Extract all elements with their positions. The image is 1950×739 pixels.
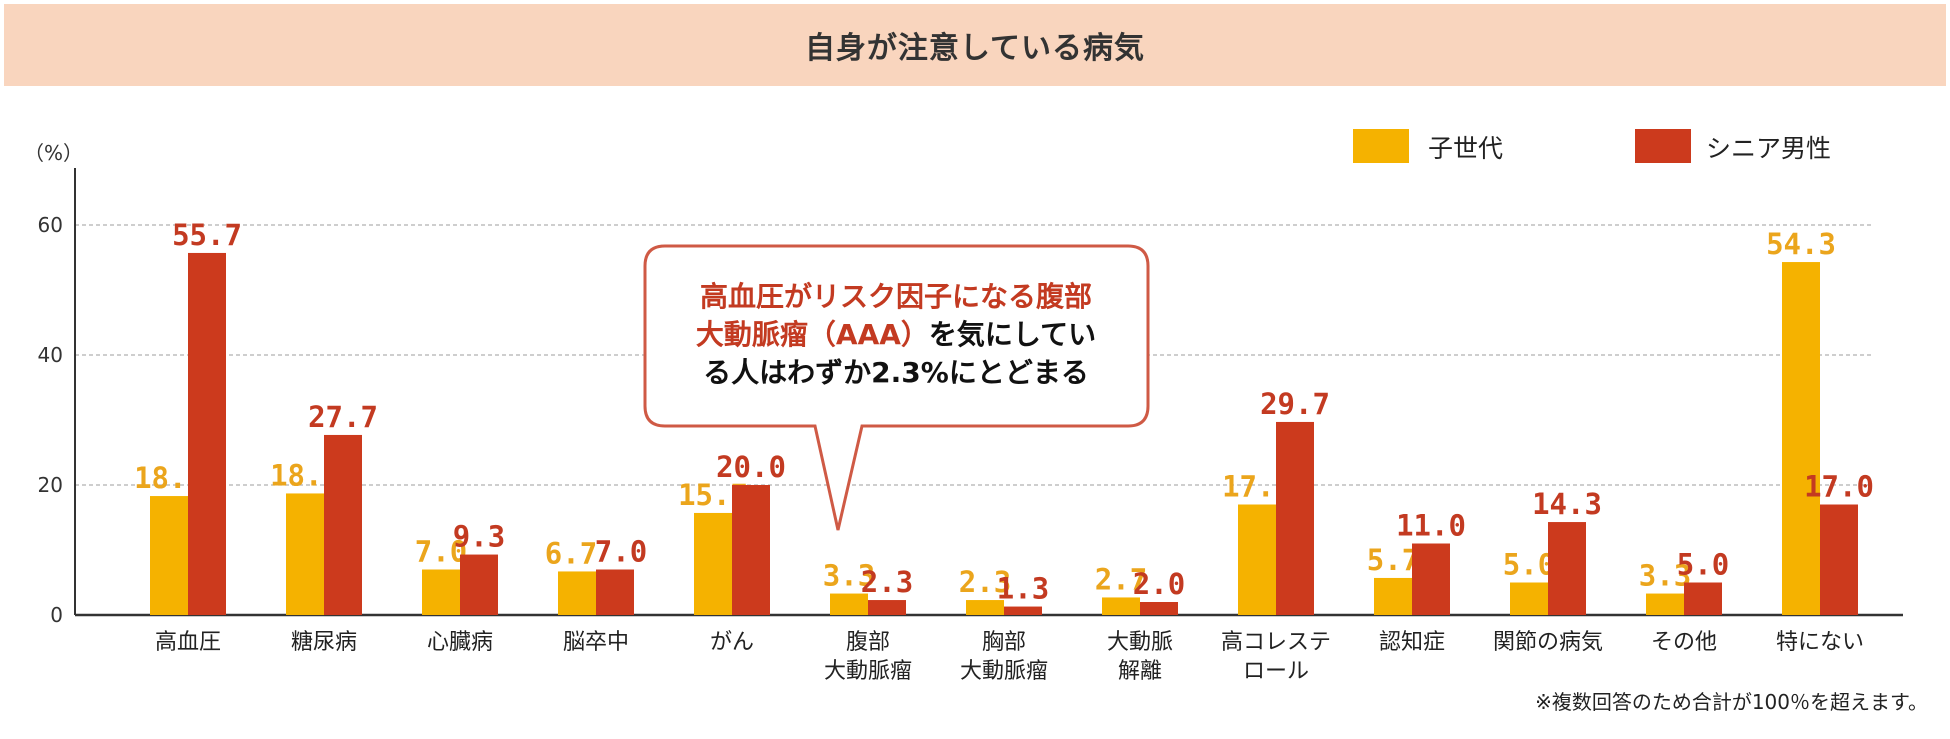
bar-senior [1412, 543, 1450, 615]
bar-senior [1548, 522, 1586, 615]
x-tick-label: 特にない [1776, 630, 1864, 655]
x-tick-label: ロール [1243, 659, 1309, 684]
bar-senior [1004, 606, 1042, 615]
x-tick-label: 解離 [1118, 659, 1162, 684]
callout-line-2-black: を気にしてい [929, 318, 1096, 351]
data-label: 3.3 [823, 559, 875, 593]
footnote: ※複数回答のため合計が100％を超えます。 [1535, 690, 1928, 714]
data-label: 6.7 [545, 536, 597, 570]
data-label: 17.0 [1804, 470, 1874, 504]
x-tick-label: 心臓病 [427, 630, 493, 655]
y-axis-label: （%） [24, 141, 83, 165]
callout-line-2: 大動脈瘤（AAA）を気にしてい [696, 318, 1096, 351]
data-label: 7.0 [595, 535, 647, 569]
data-label: 29.7 [1260, 387, 1330, 421]
bar-senior [868, 600, 906, 615]
bar-senior [1820, 504, 1858, 615]
x-tick-label: 脳卒中 [563, 630, 629, 655]
data-label: 5.0 [1503, 548, 1555, 582]
data-label: 11.0 [1396, 509, 1466, 543]
x-tick-label: 高コレステ [1221, 630, 1331, 655]
bar-child [286, 493, 324, 615]
legend-label-senior: シニア男性 [1706, 134, 1831, 163]
callout-line-3: る人はわずか2.3%にとどまる [703, 356, 1089, 389]
data-label: 5.7 [1367, 543, 1419, 577]
bar-child [150, 496, 188, 615]
data-label: 54.3 [1766, 227, 1836, 261]
bar-child [558, 571, 596, 615]
data-label: 55.7 [172, 218, 242, 252]
x-tick-label: 大動脈 [1107, 630, 1173, 655]
bar-senior [460, 554, 498, 615]
bar-child [1374, 577, 1412, 615]
x-tick-label: 腹部 [846, 630, 890, 655]
x-tick-label: 胸部 [982, 630, 1026, 655]
x-tick-label: 糖尿病 [291, 630, 357, 655]
callout-bubble [643, 244, 1150, 531]
y-tick-label: 60 [38, 213, 63, 237]
bar-child [966, 600, 1004, 615]
data-label: 27.7 [308, 400, 378, 434]
data-label: 2.3 [959, 565, 1011, 599]
callout-line-1: 高血圧がリスク因子になる腹部 [700, 280, 1092, 313]
data-label: 9.3 [453, 520, 505, 554]
x-tick-label: 大動脈瘤 [960, 659, 1048, 684]
bar-child [694, 512, 732, 615]
x-tick-label: 大動脈瘤 [824, 659, 912, 684]
bar-senior [1684, 582, 1722, 615]
legend-swatch-child [1353, 129, 1409, 163]
bar-child [422, 569, 460, 615]
bar-senior [732, 485, 770, 615]
data-label: 5.0 [1677, 548, 1729, 582]
bar-senior [324, 434, 362, 615]
y-tick-label: 40 [38, 343, 63, 367]
title-band: 自身が注意している病気 [4, 4, 1946, 86]
bar-child [1782, 262, 1820, 615]
bar-child [1646, 593, 1684, 615]
chart-title: 自身が注意している病気 [804, 31, 1146, 66]
bar-child [1102, 597, 1140, 615]
bar-senior [1140, 602, 1178, 615]
x-tick-label: 関節の病気 [1493, 630, 1603, 655]
x-tick-label: がん [710, 630, 754, 655]
bar-senior [596, 569, 634, 615]
bar-senior [1276, 421, 1314, 615]
data-label: 1.3 [997, 572, 1049, 606]
data-label: 3.3 [1639, 559, 1691, 593]
y-tick-label: 0 [50, 603, 63, 627]
bar-child [1238, 504, 1276, 615]
x-tick-label: 認知症 [1379, 630, 1445, 655]
data-label: 2.0 [1133, 567, 1185, 601]
x-tick-label: その他 [1651, 630, 1717, 655]
bar-child [830, 593, 868, 615]
data-label: 7.0 [415, 535, 467, 569]
callout-line-2-red: 大動脈瘤（AAA） [696, 318, 929, 351]
data-label: 20.0 [716, 450, 786, 484]
x-tick-label: 高血圧 [155, 630, 221, 655]
legend-swatch-senior [1635, 129, 1691, 163]
data-label: 2.3 [861, 565, 913, 599]
y-tick-label: 20 [38, 473, 63, 497]
bar-child [1510, 582, 1548, 615]
bar-senior [188, 252, 226, 615]
data-label: 14.3 [1532, 487, 1602, 521]
data-label: 2.7 [1095, 562, 1147, 596]
legend-label-child: 子世代 [1428, 134, 1503, 163]
